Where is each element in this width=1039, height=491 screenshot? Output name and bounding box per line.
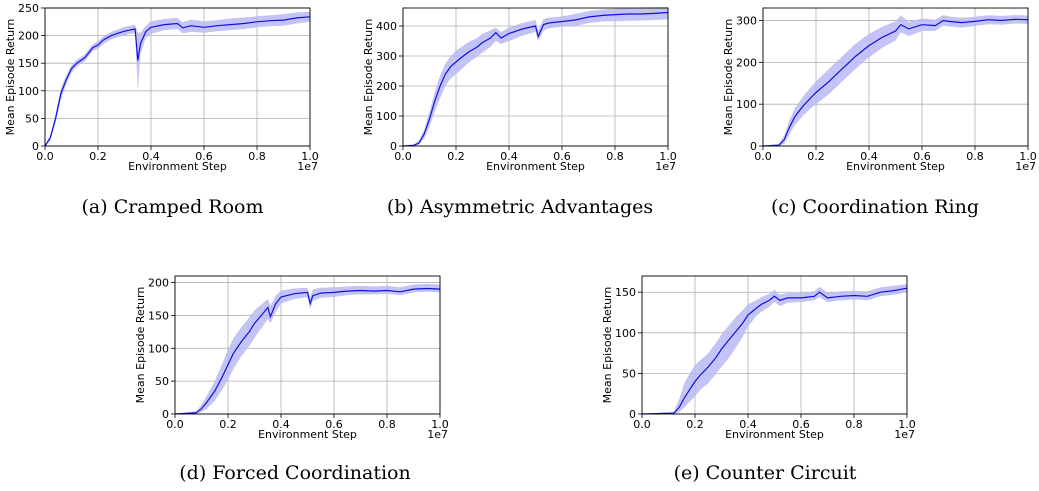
y-tick-label: 100 <box>376 110 397 123</box>
y-tick-label: 0 <box>390 140 397 153</box>
caption-coordination-ring: (c) Coordination Ring <box>770 196 980 218</box>
y-axis-label: Mean Episode Return <box>134 287 147 404</box>
chart-panel-coordination-ring: 0.0 0.2 0.4 0.6 0.8 1.0 0 100 200 300 Environment … <box>718 0 1039 175</box>
x-tick-label: 0.8 <box>966 150 984 163</box>
y-tick-label: 300 <box>376 50 397 63</box>
x-tick-label: 0.0 <box>36 150 54 163</box>
x-tick-label: 0.6 <box>792 418 810 431</box>
y-axis-label: Mean Episode Return <box>722 19 735 136</box>
mean-return-line <box>762 18 1029 147</box>
y-tick-label: 0 <box>629 408 636 421</box>
caption-cramped-room: (a) Cramped Room <box>81 196 264 218</box>
x-tick-label: 0.0 <box>754 150 772 163</box>
x-tick-label: 1.0 <box>301 150 319 163</box>
y-tick-label: 200 <box>736 56 757 69</box>
plot-frame <box>174 275 441 415</box>
x-tick-label: 0.8 <box>248 150 266 163</box>
plot-frame <box>402 7 669 147</box>
y-tick-label: 0 <box>162 408 169 421</box>
x-tick-label: 0.2 <box>807 150 825 163</box>
y-tick-label: 200 <box>18 30 39 43</box>
x-tick-label: 0.8 <box>378 418 396 431</box>
mean-return-line <box>44 16 311 147</box>
y-tick-label: 150 <box>615 286 636 299</box>
y-axis-label: Mean Episode Return <box>601 287 614 404</box>
y-tick-label: 50 <box>622 367 636 380</box>
y-tick-label: 0 <box>750 140 757 153</box>
x-tick-label: 0.0 <box>166 418 184 431</box>
x-tick-label: 0.6 <box>325 418 343 431</box>
x-axis-label: Environment Step <box>128 160 227 173</box>
chart-panel-cramped-room: 0.0 0.2 0.4 0.6 0.8 1.0 0 50 100 150 200 250 Environ… <box>0 0 330 175</box>
x-tick-label: 0.0 <box>394 150 412 163</box>
x-tick-label: 0.4 <box>142 150 160 163</box>
x-tick-label: 1.0 <box>1019 150 1037 163</box>
y-tick-label: 50 <box>155 375 169 388</box>
x-tick-label: 0.8 <box>606 150 624 163</box>
x-tick-label: 1.0 <box>431 418 449 431</box>
chart-asymmetric-advantages: 0.0 0.2 0.4 0.6 0.8 1.0 0 100 200 300 400 Environme… <box>362 7 677 173</box>
x-offset-label: 1e7 <box>1015 160 1036 173</box>
x-offset-label: 1e7 <box>655 160 676 173</box>
y-tick-label: 200 <box>148 277 169 290</box>
y-axis-label: Mean Episode Return <box>362 19 375 136</box>
x-tick-label: 0.2 <box>219 418 237 431</box>
chart-forced-coordination: 0.0 0.2 0.4 0.6 0.8 1.0 0 50 100 150 200 Environmen… <box>134 275 449 441</box>
x-tick-label: 1.0 <box>898 418 916 431</box>
x-tick-label: 0.4 <box>272 418 290 431</box>
chart-panel-counter-circuit: 0.0 0.2 0.4 0.6 0.8 1.0 0 50 100 150 Environment S… <box>597 268 927 443</box>
confidence-band <box>642 284 907 414</box>
y-tick-label: 100 <box>615 327 636 340</box>
y-tick-label: 150 <box>148 309 169 322</box>
x-axis-label: Environment Step <box>486 160 585 173</box>
y-tick-label: 250 <box>18 2 39 15</box>
x-tick-label: 0.0 <box>633 418 651 431</box>
x-tick-label: 0.2 <box>89 150 107 163</box>
x-tick-label: 0.4 <box>739 418 757 431</box>
y-tick-label: 400 <box>376 20 397 33</box>
y-tick-label: 50 <box>25 112 39 125</box>
x-tick-label: 0.6 <box>553 150 571 163</box>
x-tick-label: 0.8 <box>845 418 863 431</box>
plot-frame <box>44 7 311 147</box>
y-tick-label: 0 <box>32 140 39 153</box>
confidence-band <box>403 7 668 146</box>
y-axis-label: Mean Episode Return <box>4 19 17 136</box>
mean-return-line <box>402 11 669 147</box>
x-tick-label: 1.0 <box>659 150 677 163</box>
x-axis-label: Environment Step <box>258 428 357 441</box>
y-tick-label: 100 <box>736 98 757 111</box>
confidence-band <box>45 11 310 147</box>
chart-cramped-room: 0.0 0.2 0.4 0.6 0.8 1.0 0 50 100 150 200 250 Environ… <box>4 2 319 173</box>
caption-forced-coordination: (d) Forced Coordination <box>179 462 411 484</box>
y-tick-label: 150 <box>18 57 39 70</box>
x-axis-label: Environment Step <box>725 428 824 441</box>
x-tick-label: 0.2 <box>447 150 465 163</box>
y-tick-label: 300 <box>736 15 757 28</box>
caption-asymmetric-advantages: (b) Asymmetric Advantages <box>386 196 654 218</box>
chart-panel-forced-coordination: 0.0 0.2 0.4 0.6 0.8 1.0 0 50 100 150 200 Environmen… <box>130 268 460 443</box>
y-tick-label: 100 <box>148 342 169 355</box>
x-offset-label: 1e7 <box>427 428 448 441</box>
mean-return-line <box>174 287 441 415</box>
chart-counter-circuit: 0.0 0.2 0.4 0.6 0.8 1.0 0 50 100 150 Environment S… <box>601 275 916 441</box>
x-offset-label: 1e7 <box>297 160 318 173</box>
plot-frame <box>641 275 908 415</box>
x-tick-label: 0.4 <box>500 150 518 163</box>
caption-counter-circuit: (e) Counter Circuit <box>673 462 857 484</box>
chart-panel-asymmetric-advantages: 0.0 0.2 0.4 0.6 0.8 1.0 0 100 200 300 400 Environme… <box>358 0 688 175</box>
confidence-band <box>175 283 440 414</box>
x-offset-label: 1e7 <box>894 428 915 441</box>
plot-frame <box>762 7 1029 147</box>
confidence-band <box>763 15 1028 146</box>
y-tick-label: 200 <box>376 80 397 93</box>
x-tick-label: 0.6 <box>195 150 213 163</box>
x-tick-label: 0.4 <box>860 150 878 163</box>
x-axis-label: Environment Step <box>846 160 945 173</box>
chart-coordination-ring: 0.0 0.2 0.4 0.6 0.8 1.0 0 100 200 300 Environment … <box>722 7 1037 173</box>
x-tick-label: 0.2 <box>686 418 704 431</box>
mean-return-line <box>641 287 908 415</box>
x-tick-label: 0.6 <box>913 150 931 163</box>
y-tick-label: 100 <box>18 85 39 98</box>
